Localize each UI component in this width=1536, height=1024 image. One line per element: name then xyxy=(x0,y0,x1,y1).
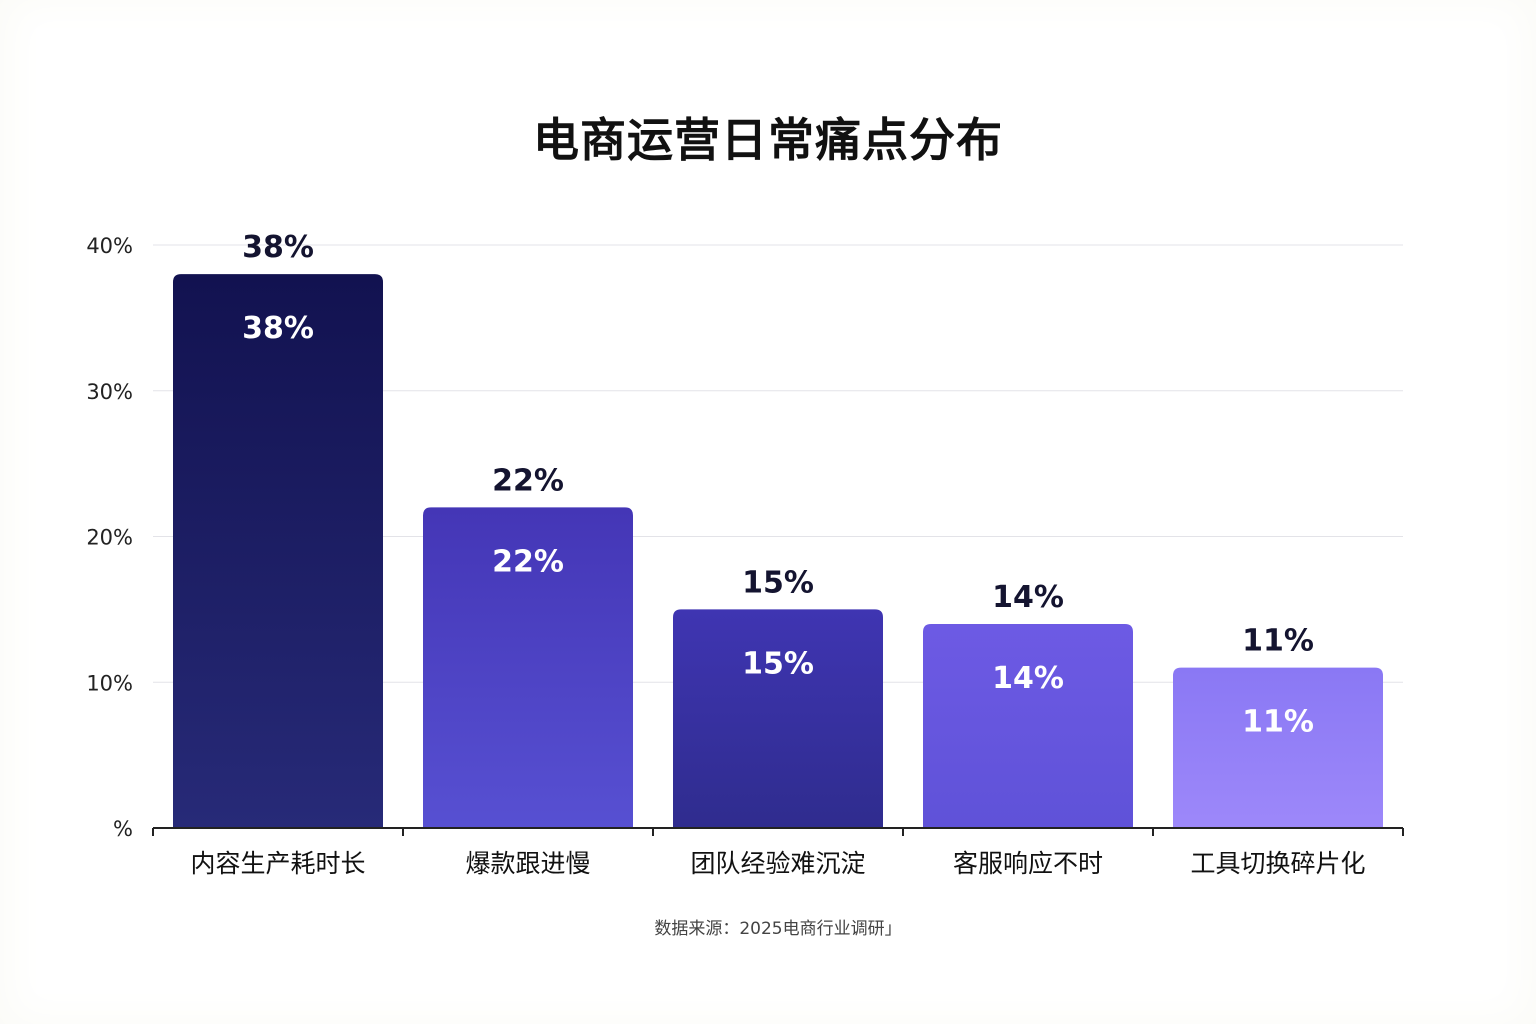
bar xyxy=(923,623,1133,828)
y-tick-label: % xyxy=(113,817,133,841)
x-tick-label: 客服响应不时 xyxy=(953,849,1103,878)
x-axis: % 10% 20% 30% 40% 内容生产耗时长 爆款跟进慢 团队经验难沉淀 客服响应不时 工具… xyxy=(86,234,1404,878)
x-tick-label: 团队经验难沉淀 xyxy=(690,849,865,878)
data-label-above: 38% xyxy=(242,230,314,265)
y-tick-label: 40% xyxy=(86,234,133,258)
x-tick-label: 内容生产耗时长 xyxy=(190,849,365,878)
chart-title: 电商运营日常痛点分布 xyxy=(533,113,1003,167)
bars xyxy=(173,274,1383,828)
bar xyxy=(1173,667,1383,828)
source-note: 数据来源：2025电商行业调研」 xyxy=(654,919,902,939)
data-label-inside: 14% xyxy=(992,661,1064,696)
bar xyxy=(173,274,383,828)
y-tick-label: 10% xyxy=(86,671,133,695)
data-label-above: 11% xyxy=(1242,624,1314,659)
data-label-above: 22% xyxy=(492,463,564,498)
y-tick-label: 30% xyxy=(86,380,133,404)
data-label-above: 14% xyxy=(992,580,1064,615)
data-label-inside: 22% xyxy=(492,544,564,579)
y-tick-label: 20% xyxy=(86,526,133,550)
data-label-above: 15% xyxy=(742,565,814,600)
bar xyxy=(673,609,883,828)
data-label-inside: 11% xyxy=(1242,705,1314,740)
data-label-inside: 15% xyxy=(742,646,814,681)
x-tick-label: 工具切换碎片化 xyxy=(1190,849,1365,878)
bar xyxy=(423,507,633,828)
labels: 38% 38% 22% 22% 15% 15% 14% 14% 11% 11% xyxy=(242,230,1314,740)
data-label-inside: 38% xyxy=(242,311,314,346)
x-tick-label: 爆款跟进慢 xyxy=(465,849,590,878)
